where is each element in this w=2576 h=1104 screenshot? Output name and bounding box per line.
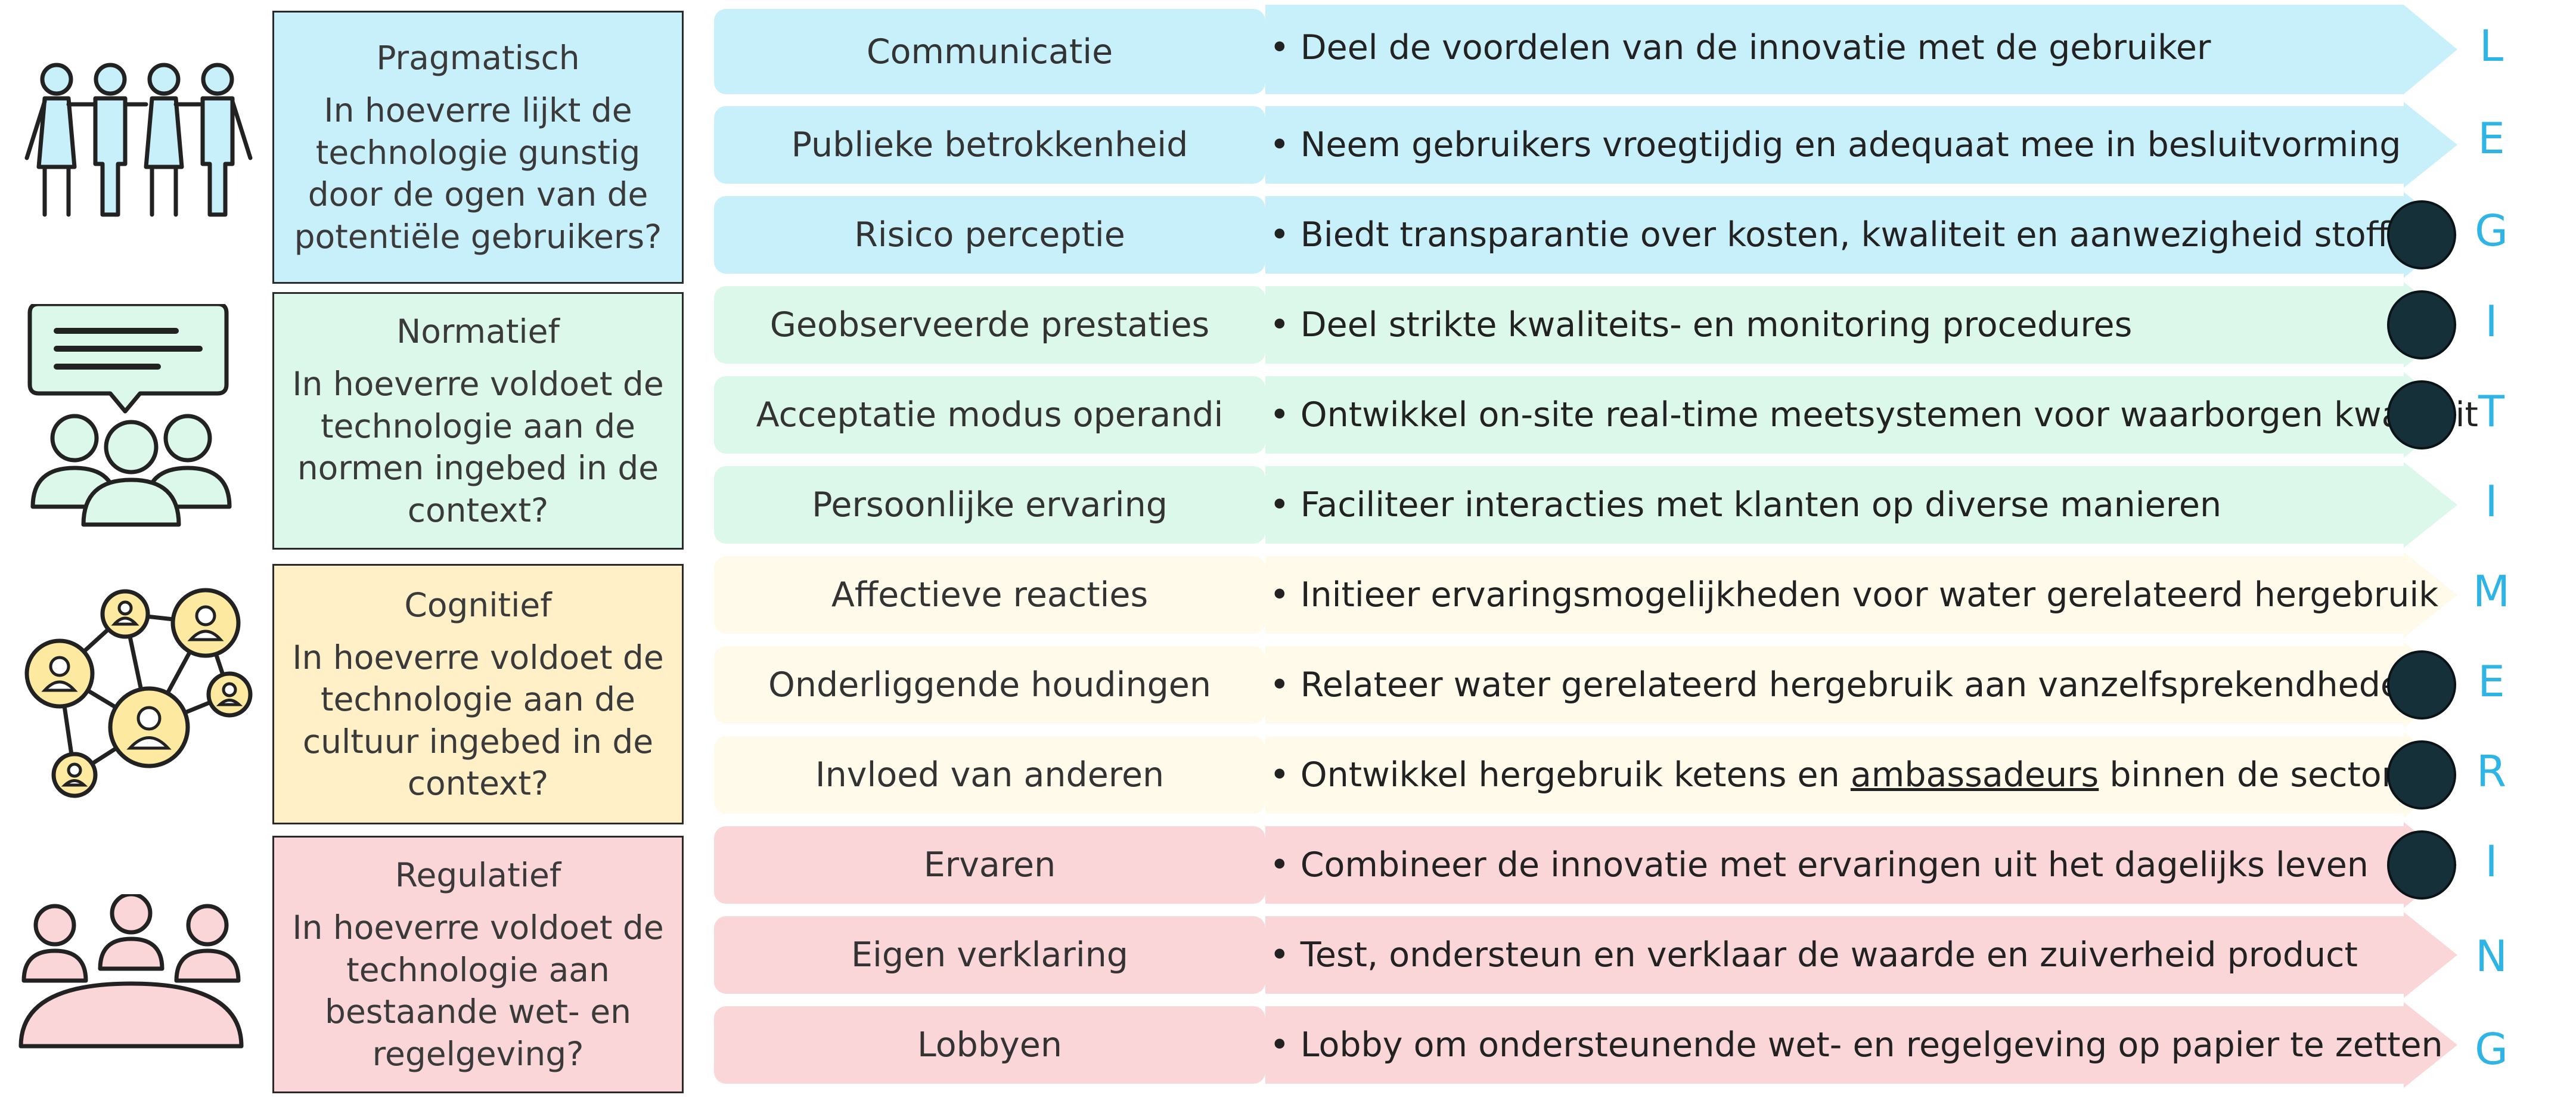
action-text: • Lobby om ondersteunende wet- en regelg…: [1270, 1006, 2443, 1084]
legitimering-letter: I: [2485, 476, 2498, 526]
action-arrow: [1265, 462, 2457, 548]
legitimering-letter: I: [2485, 836, 2498, 886]
legitimering-letter: E: [2478, 656, 2505, 706]
action-text: • Ontwikkel on-site real-time meetsystem…: [1270, 376, 2478, 454]
factor-box: Invloed van anderen: [714, 736, 1265, 814]
action-label: Lobby om ondersteunende wet- en regelgev…: [1300, 1025, 2443, 1065]
action-text: • Faciliteer interacties met klanten op …: [1270, 466, 2221, 544]
legitimering-letter: G: [2475, 206, 2508, 256]
legitimering-letter: M: [2472, 566, 2510, 616]
group-discussion-icon: [27, 304, 232, 527]
dimension-box-regulatief: Regulatief In hoeverre voldoet de techno…: [272, 836, 684, 1093]
factor-box: Acceptatie modus operandi: [714, 376, 1265, 454]
dimension-title: Normatief: [396, 312, 560, 351]
action-label: Test, ondersteun en verklaar de waarde e…: [1300, 935, 2358, 975]
action-label: Neem gebruikers vroegtijdig en adequaat …: [1300, 125, 2401, 165]
bullet: •: [1270, 28, 1290, 67]
bullet: •: [1270, 1025, 1290, 1065]
action-text: • Initieer ervaringsmogelijkheden voor w…: [1270, 556, 2438, 634]
factor-box: Ervaren: [714, 826, 1265, 904]
action-text: • Biedt transparantie over kosten, kwali…: [1270, 196, 2432, 274]
dimension-box-pragmatisch: Pragmatisch In hoeverre lijkt de technol…: [272, 11, 684, 284]
action-text: • Deel de voordelen van de innovatie met…: [1270, 9, 2211, 86]
action-arrow: [1265, 282, 2457, 368]
status-dot: [2387, 740, 2456, 810]
dimension-box-cognitief: Cognitief In hoeverre voldoet de technol…: [272, 564, 684, 824]
action-arrow: [1265, 732, 2457, 818]
action-label-post: binnen de sector: [2099, 755, 2396, 795]
factor-box: Publieke betrokkenheid: [714, 106, 1265, 184]
bullet: •: [1270, 395, 1290, 435]
action-arrow: [1265, 552, 2457, 638]
status-dot: [2387, 380, 2456, 449]
factor-box: Geobserveerde prestaties: [714, 286, 1265, 364]
legitimering-letter: L: [2479, 21, 2504, 71]
action-text: • Test, ondersteun en verklaar de waarde…: [1270, 916, 2358, 994]
factor-box: Onderliggende houdingen: [714, 646, 1265, 724]
status-dot: [2387, 290, 2456, 359]
bullet: •: [1270, 755, 1290, 795]
action-label-pre: Ontwikkel hergebruik ketens en: [1300, 755, 1851, 795]
legitimering-letter: G: [2475, 1024, 2508, 1074]
action-arrow: [1265, 642, 2457, 728]
action-text: • Ontwikkel hergebruik ketens en ambassa…: [1270, 736, 2395, 814]
factor-box: Lobbyen: [714, 1006, 1265, 1084]
meeting-table-icon: [18, 894, 244, 1049]
bullet: •: [1270, 665, 1290, 705]
action-text: • Neem gebruikers vroegtijdig en adequaa…: [1270, 106, 2401, 184]
action-label: Combineer de innovatie met ervaringen ui…: [1300, 845, 2369, 885]
action-arrow: [1265, 372, 2457, 458]
action-label: Relateer water gerelateerd hergebruik aa…: [1300, 665, 2423, 705]
action-arrow: [1265, 5, 2457, 94]
factor-box: Eigen verklaring: [714, 916, 1265, 994]
action-label: Faciliteer interacties met klanten op di…: [1300, 485, 2222, 525]
network-people-icon: [24, 588, 253, 798]
dimension-question: In hoeverre voldoet de technologie aan d…: [292, 365, 664, 529]
action-arrow: [1265, 912, 2457, 998]
dimension-title: Regulatief: [395, 856, 561, 895]
legitimering-letter: E: [2478, 113, 2505, 163]
action-label: Deel strikte kwaliteits- en monitoring p…: [1300, 305, 2133, 345]
status-dot: [2387, 650, 2456, 720]
status-dot: [2387, 200, 2456, 269]
ambassadeurs-link[interactable]: ambassadeurs: [1850, 755, 2099, 795]
dimension-box-normatief: Normatief In hoeverre voldoet de technol…: [272, 292, 684, 550]
action-text: • Relateer water gerelateerd hergebruik …: [1270, 646, 2423, 724]
legitimering-letter: R: [2476, 746, 2507, 796]
action-text: • Combineer de innovatie met ervaringen …: [1270, 826, 2369, 904]
dimension-question: In hoeverre voldoet de technologie aan d…: [292, 638, 664, 803]
action-label: Biedt transparantie over kosten, kwalite…: [1300, 215, 2432, 255]
legitimering-letter: I: [2485, 296, 2498, 346]
action-text: • Deel strikte kwaliteits- en monitoring…: [1270, 286, 2132, 364]
action-arrow: [1265, 822, 2457, 908]
action-label: Ontwikkel on-site real-time meetsystemen…: [1300, 395, 2478, 435]
bullet: •: [1270, 845, 1290, 885]
dimension-title: Pragmatisch: [376, 39, 580, 77]
bullet: •: [1270, 125, 1290, 165]
action-label: Deel de voordelen van de innovatie met d…: [1300, 28, 2211, 67]
factor-box: Communicatie: [714, 9, 1265, 94]
action-arrow: [1265, 102, 2457, 188]
factor-box: Risico perceptie: [714, 196, 1265, 274]
bullet: •: [1270, 485, 1290, 525]
dimension-question: In hoeverre voldoet de technologie aan b…: [292, 908, 664, 1073]
action-label: Initieer ervaringsmogelijkheden voor wat…: [1300, 575, 2439, 615]
bullet: •: [1270, 575, 1290, 615]
status-dot: [2387, 830, 2456, 900]
bullet: •: [1270, 305, 1290, 345]
factor-box: Affectieve reacties: [714, 556, 1265, 634]
legitimering-letter: T: [2478, 386, 2504, 436]
people-holding-hands-icon: [24, 63, 253, 217]
action-arrow: [1265, 1002, 2457, 1088]
factor-box: Persoonlijke ervaring: [714, 466, 1265, 544]
bullet: •: [1270, 215, 1290, 255]
dimension-title: Cognitief: [404, 585, 552, 624]
bullet: •: [1270, 935, 1290, 975]
action-arrow: [1265, 192, 2457, 278]
dimension-question: In hoeverre lijkt de technologie gunstig…: [294, 91, 662, 256]
legitimering-letter: N: [2475, 931, 2507, 981]
